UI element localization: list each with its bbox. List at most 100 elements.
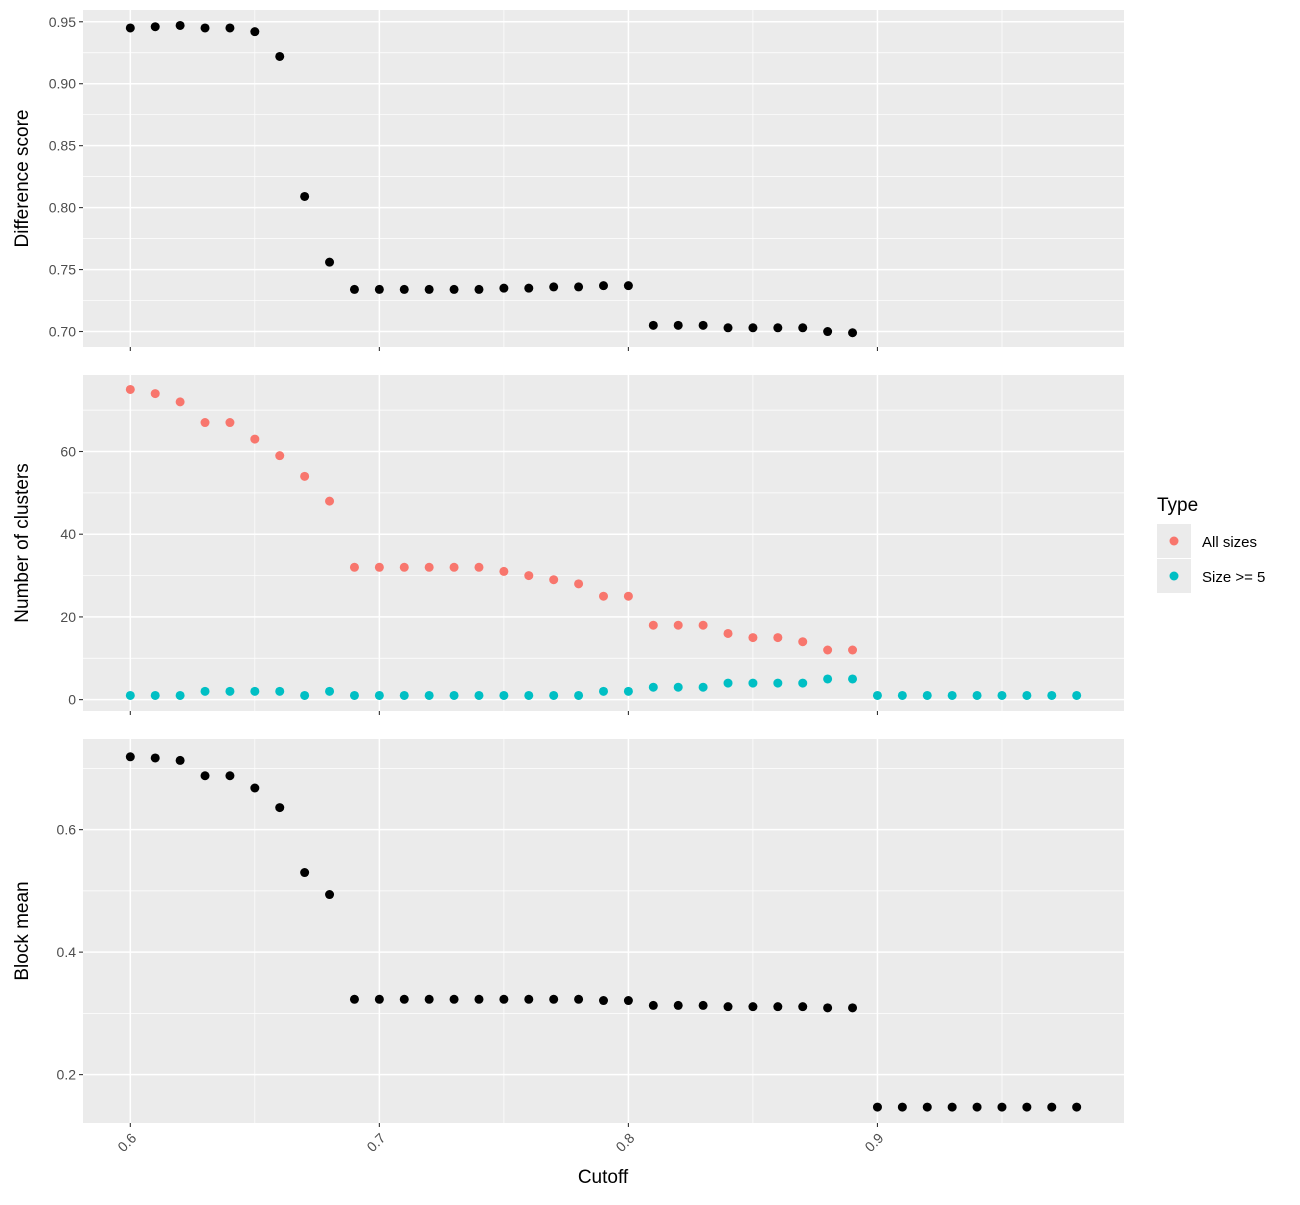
panel-background [83,10,1124,347]
data-point [250,434,260,444]
y-tick-label: 0.70 [49,324,76,340]
data-point [125,752,135,762]
y-tick-label: 0.6 [57,822,77,838]
y-tick-label: 40 [60,526,76,542]
data-point [623,996,633,1006]
data-point [798,1002,808,1012]
panel-3: 0.2 0.4 0.6 Block mean [12,739,1124,1127]
series-points [125,20,858,338]
x-axis: 0.6 0.7 0.8 0.9 [114,1130,886,1155]
data-point [524,690,534,700]
data-point [723,628,733,638]
data-point [623,591,633,601]
data-point [150,690,160,700]
data-point [773,633,783,643]
data-point [524,994,534,1004]
data-point [499,690,509,700]
data-point [823,674,833,684]
x-tick-label: 0.6 [114,1130,139,1155]
data-point [599,996,608,1006]
data-point [848,674,858,684]
data-point [125,690,135,700]
data-point [773,678,783,688]
legend-key-size-5 [1169,571,1179,581]
data-point [1072,690,1082,700]
data-point [1022,1102,1032,1112]
data-point [150,22,160,32]
data-point [648,320,658,330]
legend-label-size-5: Size >= 5 [1202,569,1265,586]
data-point [848,645,858,655]
data-point [549,575,559,585]
data-point [848,1003,858,1013]
data-point [499,566,509,576]
series-points [125,752,1082,1112]
data-point [698,1000,708,1010]
data-point [723,1002,733,1012]
data-point [748,678,758,688]
data-point [275,451,285,461]
data-point [474,690,484,700]
data-point [623,281,633,291]
data-point [275,51,285,61]
y-tick-label: 0.90 [49,76,76,92]
data-point [175,397,185,407]
data-point [250,783,260,793]
data-point [574,690,584,700]
data-point [723,323,733,333]
data-point [1047,1102,1057,1112]
data-point [225,686,235,696]
data-point [349,562,359,572]
data-point [748,633,758,643]
data-point [748,1002,758,1012]
data-point [698,620,708,630]
data-point [698,682,708,692]
data-point [673,620,683,630]
data-point [574,282,584,292]
y-tick-label: 0.75 [49,262,76,278]
data-point [623,686,633,696]
data-point [648,682,658,692]
data-point [449,690,459,700]
y-tick-label: 0.85 [49,138,76,154]
x-tick-label: 0.7 [363,1130,388,1155]
data-point [599,591,608,601]
data-point [524,571,534,581]
x-tick-label: 0.8 [612,1130,637,1155]
x-tick-label: 0.9 [861,1130,886,1155]
legend: Type All sizes Size >= 5 [1157,495,1265,593]
data-point [325,257,335,267]
data-point [748,323,758,333]
data-point [150,753,160,763]
data-point [574,994,584,1004]
data-point [200,23,210,33]
data-point [474,284,484,294]
data-point [549,690,559,700]
data-point [300,191,310,201]
y-tick-label: 0 [68,692,76,708]
y-axis-title: Block mean [12,881,33,980]
data-point [349,690,359,700]
data-point [673,1000,683,1010]
data-point [250,27,260,37]
data-point [275,803,285,813]
data-point [922,690,932,700]
data-point [897,1102,907,1112]
data-point [947,1102,957,1112]
data-point [125,384,135,394]
data-point [424,284,434,294]
panel-background [83,739,1124,1123]
data-point [823,327,833,337]
data-point [698,320,708,330]
data-point [599,281,608,291]
data-point [449,562,459,572]
data-point [175,20,185,30]
data-point [225,418,235,428]
data-point [399,562,409,572]
data-point [499,994,509,1004]
data-point [399,994,409,1004]
data-point [449,284,459,294]
data-point [349,994,359,1004]
data-point [773,1002,783,1012]
